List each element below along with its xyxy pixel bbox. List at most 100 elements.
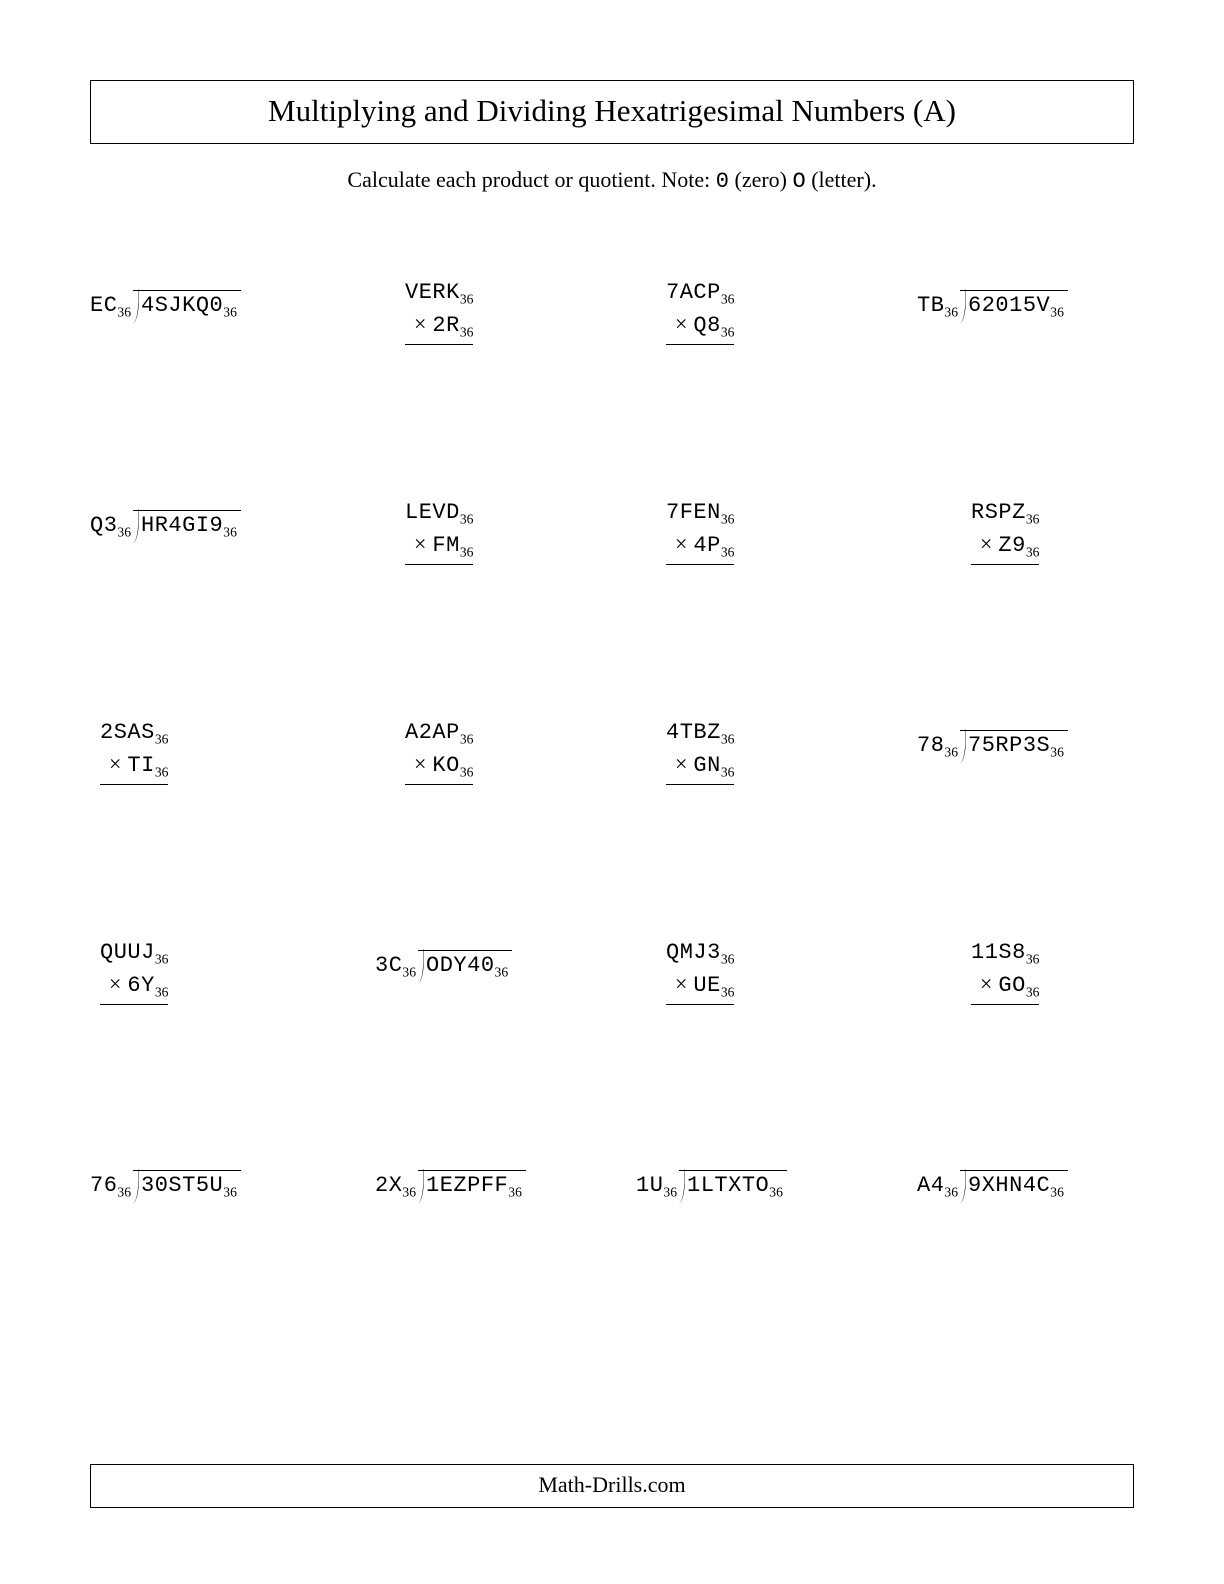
problem-cell: 2SAS36×TI36 bbox=[90, 718, 351, 938]
zero-label: (zero) bbox=[729, 167, 793, 192]
problem-cell: 783675RP3S36 bbox=[873, 718, 1134, 938]
multiplier: ×Q836 bbox=[666, 309, 734, 342]
multiplication-problem: 4TBZ36×GN36 bbox=[666, 718, 734, 785]
multiplier: ×TI36 bbox=[100, 749, 168, 782]
zero-sample: 0 bbox=[716, 169, 729, 194]
worksheet-footer: Math-Drills.com bbox=[538, 1472, 685, 1497]
problem-cell: 7FEN36×4P36 bbox=[612, 498, 873, 718]
divisor: 7636 bbox=[90, 1173, 131, 1200]
letter-o-label: (letter). bbox=[806, 167, 877, 192]
multiplier: ×6Y36 bbox=[100, 969, 168, 1002]
dividend: 9XHN4C36 bbox=[960, 1170, 1068, 1200]
rule-line bbox=[666, 1004, 734, 1005]
multiplication-problem: A2AP36×KO36 bbox=[405, 718, 473, 785]
division-problem: A4369XHN4C36 bbox=[917, 1170, 1068, 1200]
worksheet-instructions: Calculate each product or quotient. Note… bbox=[0, 167, 1224, 194]
multiplicand: QUUJ36 bbox=[100, 938, 168, 969]
multiplication-problem: 7ACP36×Q836 bbox=[666, 278, 734, 345]
dividend: 30ST5U36 bbox=[133, 1170, 241, 1200]
rule-line bbox=[405, 344, 473, 345]
multiplication-problem: LEVD36×FM36 bbox=[405, 498, 473, 565]
divisor: 1U36 bbox=[636, 1173, 677, 1200]
divisor: 3C36 bbox=[375, 953, 416, 980]
multiplier: ×FM36 bbox=[405, 529, 473, 562]
rule-line bbox=[405, 784, 473, 785]
division-problem: 1U361LTXTO36 bbox=[636, 1170, 787, 1200]
rule-line bbox=[971, 1004, 1039, 1005]
problem-grid: EC364SJKQ036 VERK36×2R36 7ACP36×Q836 TB3662… bbox=[90, 278, 1134, 1378]
rule-line bbox=[100, 1004, 168, 1005]
dividend: 62015V36 bbox=[960, 290, 1068, 320]
problem-cell: RSPZ36×Z936 bbox=[873, 498, 1134, 718]
instructions-prefix: Calculate each product or quotient. Note… bbox=[347, 167, 715, 192]
problem-cell: A2AP36×KO36 bbox=[351, 718, 612, 938]
problem-cell: A4369XHN4C36 bbox=[873, 1158, 1134, 1378]
multiplication-problem: 7FEN36×4P36 bbox=[666, 498, 734, 565]
multiplicand: 7FEN36 bbox=[666, 498, 734, 529]
multiplicand: VERK36 bbox=[405, 278, 473, 309]
worksheet-title: Multiplying and Dividing Hexatrigesimal … bbox=[268, 93, 956, 128]
multiplier: ×UE36 bbox=[666, 969, 734, 1002]
problem-cell: 11S836×GO36 bbox=[873, 938, 1134, 1158]
multiplicand: QMJ336 bbox=[666, 938, 734, 969]
multiplication-problem: 11S836×GO36 bbox=[971, 938, 1039, 1005]
rule-line bbox=[666, 784, 734, 785]
multiplication-problem: RSPZ36×Z936 bbox=[971, 498, 1039, 565]
problem-cell: EC364SJKQ036 bbox=[90, 278, 351, 498]
division-problem: 763630ST5U36 bbox=[90, 1170, 241, 1200]
problem-cell: TB3662015V36 bbox=[873, 278, 1134, 498]
problem-cell: Q336HR4GI936 bbox=[90, 498, 351, 718]
multiplication-problem: QMJ336×UE36 bbox=[666, 938, 734, 1005]
dividend: 75RP3S36 bbox=[960, 730, 1068, 760]
problem-cell: 7ACP36×Q836 bbox=[612, 278, 873, 498]
problem-cell: LEVD36×FM36 bbox=[351, 498, 612, 718]
divisor: 7836 bbox=[917, 733, 958, 760]
divisor: A436 bbox=[917, 1173, 958, 1200]
problem-cell: 763630ST5U36 bbox=[90, 1158, 351, 1378]
multiplier: ×GN36 bbox=[666, 749, 734, 782]
problem-cell: VERK36×2R36 bbox=[351, 278, 612, 498]
problem-cell: 2X361EZPFF36 bbox=[351, 1158, 612, 1378]
dividend: 1EZPFF36 bbox=[418, 1170, 526, 1200]
dividend: HR4GI936 bbox=[133, 510, 241, 540]
multiplicand: 7ACP36 bbox=[666, 278, 734, 309]
worksheet-footer-box: Math-Drills.com bbox=[90, 1464, 1134, 1508]
problem-cell: QMJ336×UE36 bbox=[612, 938, 873, 1158]
division-problem: Q336HR4GI936 bbox=[90, 510, 241, 540]
multiplicand: 11S836 bbox=[971, 938, 1039, 969]
problem-cell: 1U361LTXTO36 bbox=[612, 1158, 873, 1378]
multiplier: ×GO36 bbox=[971, 969, 1039, 1002]
rule-line bbox=[666, 564, 734, 565]
rule-line bbox=[405, 564, 473, 565]
multiplication-problem: 2SAS36×TI36 bbox=[100, 718, 168, 785]
rule-line bbox=[100, 784, 168, 785]
division-problem: 2X361EZPFF36 bbox=[375, 1170, 526, 1200]
multiplicand: 2SAS36 bbox=[100, 718, 168, 749]
multiplication-problem: VERK36×2R36 bbox=[405, 278, 473, 345]
multiplicand: RSPZ36 bbox=[971, 498, 1039, 529]
dividend: 4SJKQ036 bbox=[133, 290, 241, 320]
problem-cell: 3C36ODY4036 bbox=[351, 938, 612, 1158]
divisor: 2X36 bbox=[375, 1173, 416, 1200]
multiplicand: LEVD36 bbox=[405, 498, 473, 529]
multiplicand: A2AP36 bbox=[405, 718, 473, 749]
problem-cell: QUUJ36×6Y36 bbox=[90, 938, 351, 1158]
multiplier: ×Z936 bbox=[971, 529, 1039, 562]
multiplication-problem: QUUJ36×6Y36 bbox=[100, 938, 168, 1005]
division-problem: TB3662015V36 bbox=[917, 290, 1068, 320]
multiplier: ×2R36 bbox=[405, 309, 473, 342]
division-problem: 3C36ODY4036 bbox=[375, 950, 512, 980]
multiplier: ×KO36 bbox=[405, 749, 473, 782]
multiplicand: 4TBZ36 bbox=[666, 718, 734, 749]
multiplier: ×4P36 bbox=[666, 529, 734, 562]
division-problem: EC364SJKQ036 bbox=[90, 290, 241, 320]
worksheet-title-box: Multiplying and Dividing Hexatrigesimal … bbox=[90, 80, 1134, 144]
dividend: ODY4036 bbox=[418, 950, 512, 980]
divisor: TB36 bbox=[917, 293, 958, 320]
letter-o-sample: O bbox=[793, 169, 806, 194]
dividend: 1LTXTO36 bbox=[679, 1170, 787, 1200]
problem-cell: 4TBZ36×GN36 bbox=[612, 718, 873, 938]
divisor: EC36 bbox=[90, 293, 131, 320]
rule-line bbox=[971, 564, 1039, 565]
rule-line bbox=[666, 344, 734, 345]
